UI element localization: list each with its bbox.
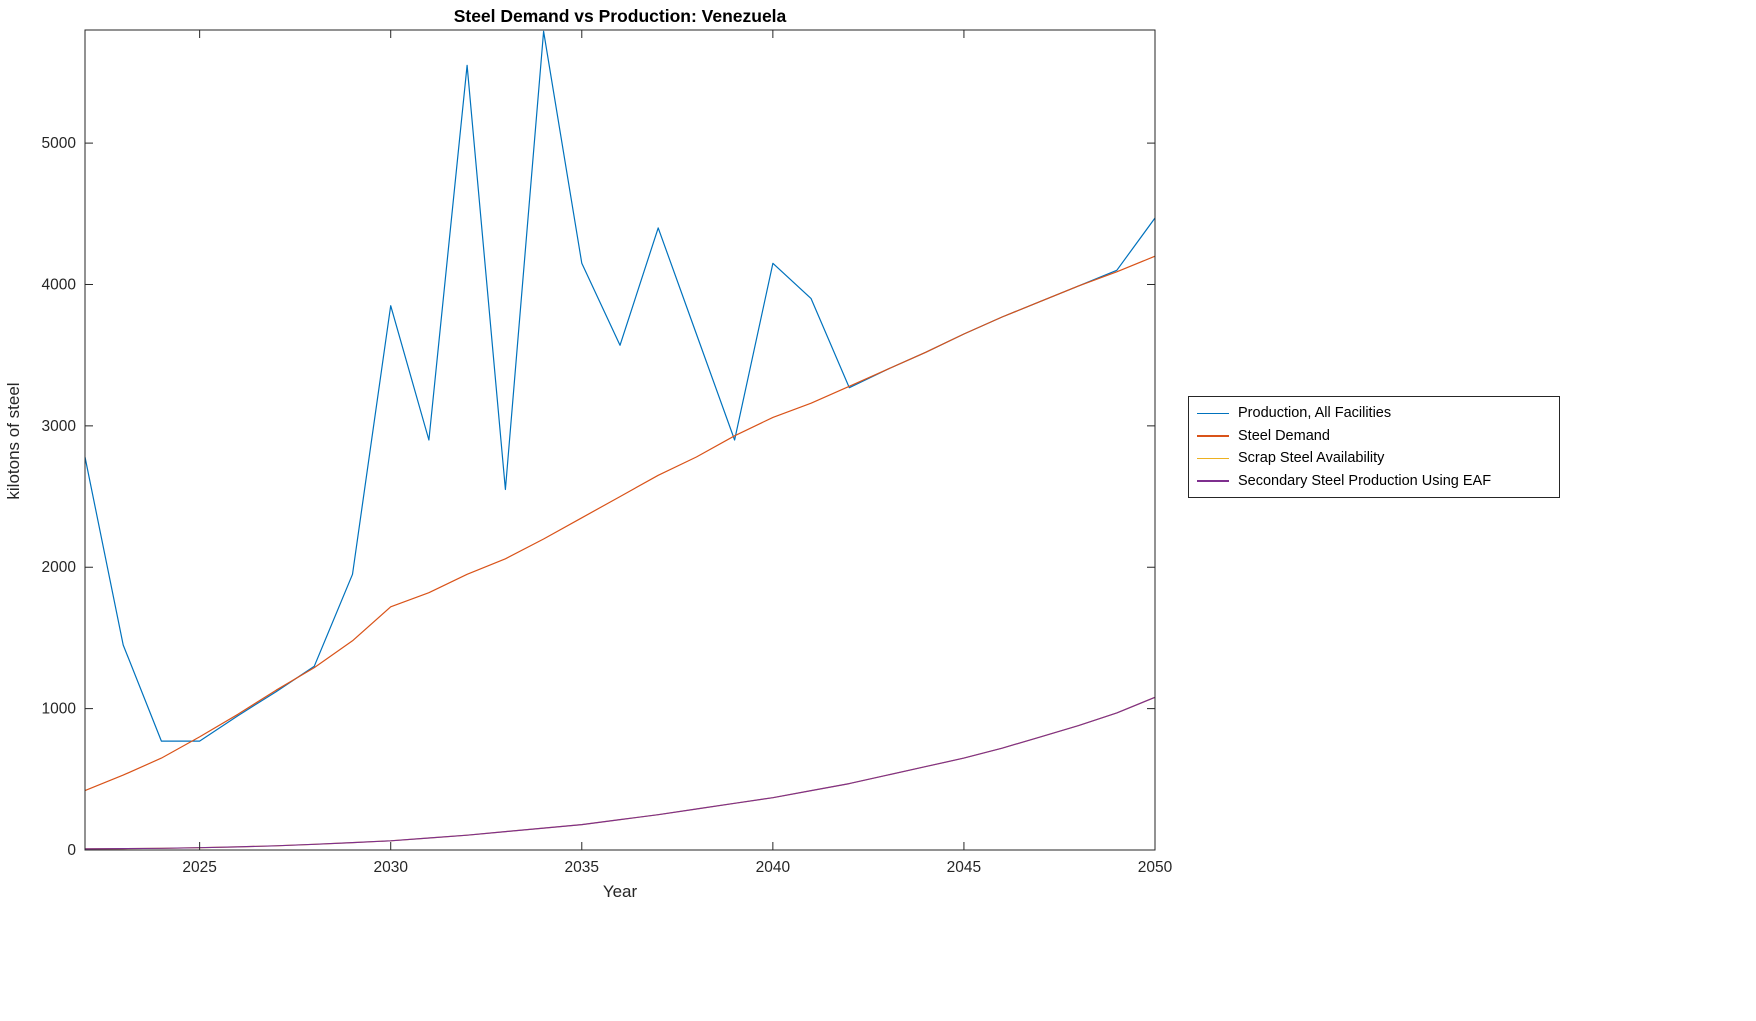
legend-line-swatch xyxy=(1197,412,1229,414)
y-tick-label: 5000 xyxy=(42,135,77,152)
y-tick-label: 0 xyxy=(67,842,76,859)
x-tick-label: 2025 xyxy=(182,859,216,876)
y-axis-label: kilotons of steel xyxy=(4,382,23,500)
legend-label: Production, All Facilities xyxy=(1238,405,1392,422)
x-tick-label: 2050 xyxy=(1138,859,1173,876)
axes-box xyxy=(84,29,1156,851)
series-line xyxy=(84,696,1156,850)
x-tick-label: 2045 xyxy=(947,859,981,876)
legend-label: Steel Demand xyxy=(1238,427,1330,444)
legend-item: Steel Demand xyxy=(1197,425,1549,448)
y-tick-label: 1000 xyxy=(42,701,77,718)
y-tick-label: 2000 xyxy=(42,559,77,576)
chart-title: Steel Demand vs Production: Venezuela xyxy=(453,6,787,26)
x-tick-label: 2040 xyxy=(756,859,791,876)
x-axis-label: Year xyxy=(602,882,638,901)
legend-item: Production, All Facilities xyxy=(1197,402,1549,425)
x-tick-label: 2035 xyxy=(565,859,599,876)
series-line xyxy=(84,30,1156,742)
legend-item: Secondary Steel Production Using EAF xyxy=(1197,470,1549,493)
legend-item: Scrap Steel Availability xyxy=(1197,447,1549,470)
series-line xyxy=(84,696,1156,850)
legend: Production, All Facilities Steel Demand … xyxy=(1188,396,1560,498)
legend-label: Secondary Steel Production Using EAF xyxy=(1238,472,1492,489)
y-tick-label: 3000 xyxy=(42,418,77,435)
legend-label: Scrap Steel Availability xyxy=(1238,450,1385,467)
legend-line-swatch xyxy=(1197,480,1229,482)
legend-line-swatch xyxy=(1197,457,1229,459)
legend-line-swatch xyxy=(1197,435,1229,437)
x-tick-label: 2030 xyxy=(373,859,408,876)
y-tick-label: 4000 xyxy=(42,276,77,293)
series-line xyxy=(84,255,1156,792)
